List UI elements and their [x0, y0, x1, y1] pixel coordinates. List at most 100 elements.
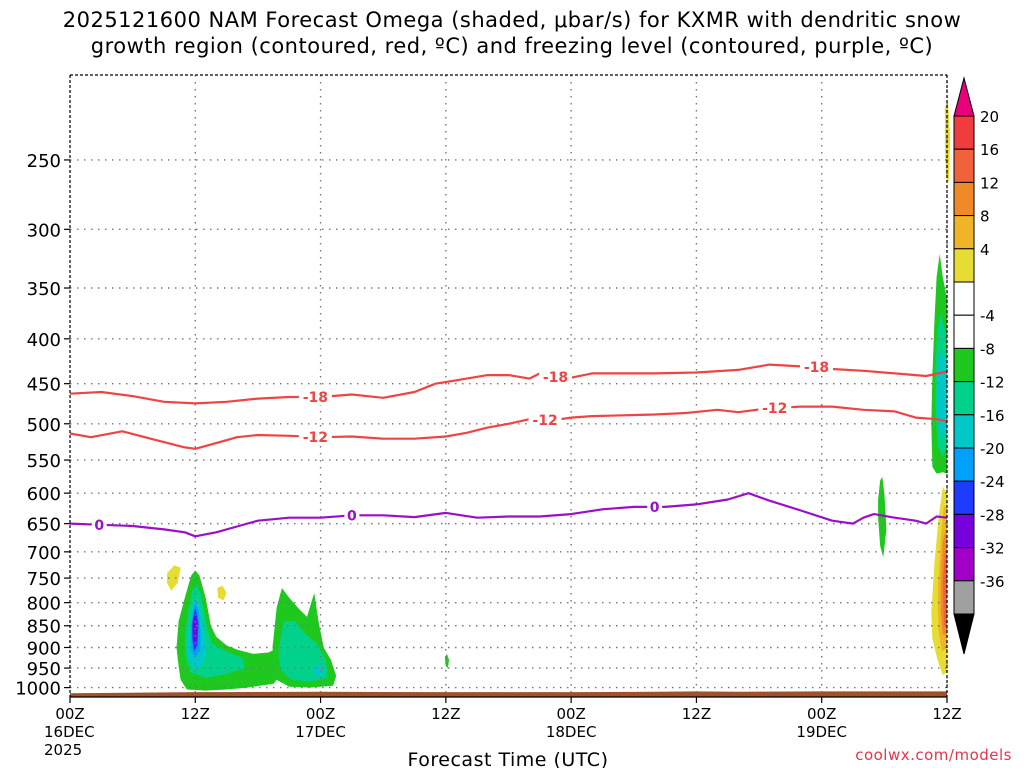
contour-label-0-1: -18 [543, 370, 568, 386]
contour-label-2-2: 0 [650, 500, 660, 516]
y-tick-label-650: 650 [27, 515, 61, 536]
colorbar-bin-4 [953, 215, 975, 250]
colorbar-label-1: 16 [980, 141, 999, 159]
y-tick-label-950: 950 [27, 659, 61, 680]
colorbar-label-10: -24 [980, 473, 1005, 491]
colorbar: 20 16 12 8 4 -4 -8 -12 -16 -20 -24 -28 -32 -36 [953, 76, 1005, 655]
colorbar-label-13: -36 [980, 573, 1005, 591]
colorbar-bin-15 [953, 580, 975, 615]
x-axis-title: Forecast Time (UTC) [408, 749, 609, 768]
x-tick-label-12-0: 12Z [181, 705, 210, 723]
chart-title-line-2: growth region (contoured, red, ºC) and f… [90, 34, 934, 58]
axis-layer: 2503003504004505005506006507007508008509… [15, 74, 962, 768]
colorbar-label-8: -16 [980, 407, 1005, 425]
y-tick-label-600: 600 [27, 484, 61, 505]
x-tick-label-36-0: 12Z [431, 705, 460, 723]
y-tick-label-700: 700 [27, 543, 61, 564]
colorbar-bin-13 [953, 513, 975, 549]
contour-layer: -18 -18 -18 -12 -12 -12 0 0 0 [69, 358, 948, 538]
colorbar-label-12: -32 [980, 540, 1005, 558]
y-tick-label-350: 350 [27, 279, 61, 300]
y-tick-label-400: 400 [27, 330, 61, 351]
y-tick-label-250: 250 [27, 151, 61, 172]
contour-label-bg [647, 497, 663, 515]
omega-region-8 [314, 662, 324, 678]
x-tick-label-24-0: 00Z [306, 705, 335, 723]
colorbar-bin-10 [953, 414, 975, 449]
y-tick-label-800: 800 [27, 594, 61, 615]
terrain-layer [70, 691, 947, 697]
y-tick-label-850: 850 [27, 617, 61, 638]
colorbar-bin-11 [953, 447, 975, 482]
colorbar-bin-6 [953, 281, 975, 316]
colorbar-label-11: -28 [980, 506, 1005, 524]
x-tick-label-24-1: 17DEC [295, 723, 346, 741]
colorbar-bin-1 [953, 115, 975, 150]
x-tick-label-48-0: 00Z [556, 705, 585, 723]
y-tick-label-500: 500 [27, 415, 61, 436]
contour-label-1-2: -12 [762, 401, 787, 417]
contour-label-bg [298, 387, 332, 405]
colorbar-bin-2 [953, 148, 975, 183]
colorbar-bin-3 [953, 181, 975, 217]
source-credit: coolwx.com/models [855, 746, 1012, 764]
colorbar-bin-5 [953, 248, 975, 283]
x-tick-label-0-0: 00Z [55, 705, 84, 723]
x-tick-label-48-1: 18DEC [546, 723, 597, 741]
colorbar-bin-16 [953, 613, 975, 655]
y-tick-label-550: 550 [27, 451, 61, 472]
omega-region-15 [937, 352, 947, 439]
dendritic-snow-contour-m12 [69, 405, 948, 450]
colorbar-label-7: -12 [980, 374, 1005, 392]
omega-region-12 [878, 477, 887, 558]
omega-region-10 [217, 585, 227, 601]
contour-label-bg [91, 515, 107, 533]
chart-title-line-1: 2025121600 NAM Forecast Omega (shaded, μ… [62, 8, 962, 32]
contour-label-bg [344, 506, 360, 524]
omega-region-19 [942, 551, 947, 626]
contour-label-0-2: -18 [804, 360, 829, 376]
colorbar-bin-9 [953, 381, 975, 416]
colorbar-bin-0 [953, 76, 975, 117]
omega-region-9 [167, 565, 181, 591]
contour-label-bg [758, 399, 792, 417]
contour-label-1-0: -12 [303, 430, 328, 446]
contour-label-2-1: 0 [347, 508, 357, 524]
contour-label-1-1: -12 [532, 413, 557, 429]
colorbar-bin-12 [953, 480, 975, 515]
y-tick-label-300: 300 [27, 220, 61, 241]
contour-label-0-0: -18 [303, 390, 328, 406]
y-tick-label-750: 750 [27, 569, 61, 590]
colorbar-bin-14 [953, 547, 975, 582]
x-tick-label-72-1: 19DEC [796, 723, 847, 741]
contour-label-2-0: 0 [94, 518, 104, 534]
colorbar-label-4: 4 [980, 241, 990, 259]
colorbar-bin-7 [953, 314, 975, 349]
y-tick-label-450: 450 [27, 375, 61, 396]
grid-layer [70, 75, 948, 697]
colorbar-label-6: -8 [980, 340, 995, 358]
x-tick-label-0-1: 16DEC [44, 723, 95, 741]
x-tick-label-84-0: 12Z [932, 705, 961, 723]
omega-region-11 [444, 653, 449, 669]
y-tick-label-1000: 1000 [15, 679, 61, 700]
colorbar-label-0: 20 [980, 108, 999, 126]
contour-label-bg [538, 367, 572, 385]
terrain-fill [70, 691, 947, 697]
omega-region-7 [278, 621, 328, 682]
colorbar-bin-8 [953, 347, 975, 383]
freezing-level-contour-0 [69, 492, 948, 538]
colorbar-label-2: 12 [980, 174, 999, 192]
omega-region-5 [193, 609, 198, 645]
x-tick-label-0-2: 2025 [44, 741, 82, 759]
omega-shading-layer [167, 100, 951, 691]
colorbar-label-3: 8 [980, 208, 990, 226]
x-tick-label-72-0: 00Z [807, 705, 836, 723]
contour-label-bg [528, 410, 562, 428]
colorbar-label-5: -4 [980, 307, 995, 325]
x-tick-label-60-0: 12Z [682, 705, 711, 723]
dendritic-snow-contour-m18 [69, 363, 948, 405]
y-tick-label-900: 900 [27, 638, 61, 659]
colorbar-label-9: -20 [980, 440, 1005, 458]
